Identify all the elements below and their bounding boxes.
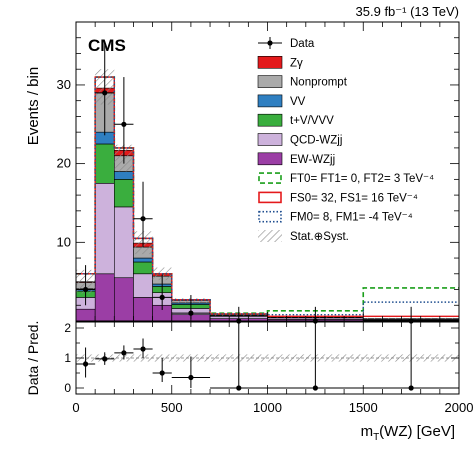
bar-qcd-wzjj-bin-3 — [133, 273, 153, 298]
ratio-point-1 — [102, 356, 108, 362]
ratio-point-6 — [236, 385, 242, 391]
legend-entry-vv: VV — [257, 94, 306, 108]
y-tick-label-top-2: 30 — [57, 77, 71, 92]
signal-line-2 — [76, 76, 459, 316]
x-axis-label: mT(WZ) [GeV] — [361, 423, 455, 443]
legend-entry-qcd-wzjj: QCD-WZjj — [257, 133, 342, 147]
top-axis-ticks: 10 20 30 — [57, 21, 460, 322]
data-point-3 — [140, 216, 146, 222]
legend-label-z: Zγ — [290, 57, 303, 69]
legend-label-ew-wzjj: EW-WZjj — [290, 154, 335, 166]
legend-swatch-hatch — [258, 230, 282, 242]
legend: Data Zγ Nonprompt VV t+V/VVV QCD-WZjj EW-WZjj F… — [257, 37, 434, 243]
legend-entry-data: Data — [258, 37, 315, 50]
signal-line-0 — [76, 76, 459, 314]
data-point-2 — [121, 121, 127, 127]
y-tick-label-top-0: 10 — [57, 234, 71, 249]
ratio-points — [76, 322, 459, 391]
legend-entry-t-v-vvv: t+V/VVV — [257, 113, 334, 127]
lumi-label: 35.9 fb⁻¹ (13 TeV) — [356, 4, 459, 19]
bar-ew-wzjj-bin-0 — [76, 308, 96, 321]
legend-label-vv: VV — [290, 96, 306, 108]
legend-line-fs0-32-fs1-16-tev — [258, 191, 282, 204]
ratio-uncertainty-band — [76, 354, 459, 362]
legend-label-t-v-vvv: t+V/VVV — [290, 115, 334, 127]
legend-entry-ew-wzjj: EW-WZjj — [257, 152, 335, 166]
legend-label-stat-syst: Stat.⊕Syst. — [290, 231, 349, 243]
y-tick-label-bot-0: 0 — [64, 381, 71, 395]
bar-t-v-vvv-bin-3 — [133, 261, 153, 275]
legend-swatch-qcd-wzjj — [257, 133, 283, 146]
bar-vv-bin-3 — [133, 257, 153, 263]
legend-label-nonprompt: Nonprompt — [290, 77, 348, 89]
ratio-point-2 — [121, 350, 127, 356]
bar-qcd-wzjj-bin-1 — [94, 183, 115, 275]
legend-label-ft0-ft1-0-ft2-3-tev: FT0= FT1= 0, FT2= 3 TeV⁻⁴ — [290, 173, 434, 185]
legend-entry-stat-syst: Stat.⊕Syst. — [258, 230, 349, 243]
legend-swatch-z — [257, 55, 283, 69]
legend-label-qcd-wzjj: QCD-WZjj — [290, 135, 342, 147]
data-point-4 — [159, 294, 165, 300]
legend-swatch-vv — [257, 94, 283, 108]
bar-ew-wzjj-bin-3 — [133, 297, 153, 321]
ratio-point-0 — [82, 361, 89, 367]
x-tick-label-0: 0 — [72, 400, 79, 415]
data-point-0 — [82, 286, 89, 293]
bar-ew-wzjj-bin-1 — [94, 273, 115, 321]
ratio-point-7 — [312, 385, 318, 391]
legend-entry-ft0-ft1-0-ft2-3-tev: FT0= FT1= 0, FT2= 3 TeV⁻⁴ — [258, 172, 434, 185]
legend-entry-nonprompt: Nonprompt — [257, 75, 348, 89]
legend-swatch-nonprompt — [257, 75, 283, 88]
legend-entry-fs0-32-fs1-16-tev: FS0= 32, FS1= 16 TeV⁻⁴ — [258, 191, 418, 204]
bottom-axis-ticks: 0 1 2 — [64, 321, 460, 395]
legend-marker-data-dot — [267, 40, 273, 46]
bar-t-v-vvv-bin-2 — [114, 179, 134, 208]
legend-entry-fm0-8-fm1-4-tev: FM0= 8, FM1= -4 TeV⁻⁴ — [258, 210, 413, 224]
data-point-1 — [102, 90, 108, 96]
data-point-5 — [188, 310, 194, 316]
ratio-point-4 — [159, 370, 165, 376]
legend-swatch-ew-wzjj — [257, 152, 283, 166]
ratio-point-3 — [140, 346, 146, 352]
legend-label-data: Data — [290, 38, 315, 50]
bar-vv-bin-2 — [114, 171, 134, 180]
y-tick-label-top-1: 20 — [57, 156, 71, 171]
y-tick-label-bot-2: 2 — [64, 321, 71, 335]
ratio-point-5 — [188, 374, 194, 381]
x-tick-label-4: 2000 — [445, 400, 474, 415]
y-axis-label-top: Events / bin — [25, 67, 42, 145]
y-tick-label-bot-1: 1 — [64, 351, 71, 365]
bar-ew-wzjj-bin-2 — [114, 277, 134, 321]
legend-label-fm0-8-fm1-4-tev: FM0= 8, FM1= -4 TeV⁻⁴ — [290, 212, 413, 224]
ratio-point-8 — [408, 385, 414, 391]
legend-line-ft0-ft1-0-ft2-3-tev — [258, 172, 282, 184]
legend-label-fs0-32-fs1-16-tev: FS0= 32, FS1= 16 TeV⁻⁴ — [290, 192, 418, 204]
bar-qcd-wzjj-bin-2 — [114, 206, 134, 279]
x-tick-label-3: 1500 — [349, 400, 378, 415]
cms-label: CMS — [88, 36, 126, 55]
legend-entry-z: Zγ — [257, 55, 303, 69]
x-tick-label-2: 1000 — [253, 400, 282, 415]
legend-swatch-t-v-vvv — [257, 113, 283, 127]
legend-line-fm0-8-fm1-4-tev — [258, 210, 282, 223]
x-tick-label-1: 500 — [161, 400, 183, 415]
x-tick-labels: 0 500 1000 1500 2000 — [72, 400, 473, 415]
y-axis-label-bottom: Data / Pred. — [25, 321, 41, 396]
bar-t-v-vvv-bin-1 — [94, 143, 115, 184]
